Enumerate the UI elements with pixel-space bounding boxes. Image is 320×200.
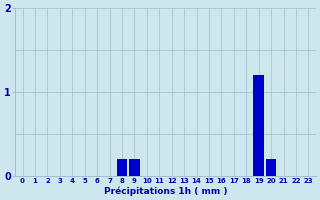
- Bar: [266, 159, 276, 176]
- Bar: [129, 159, 140, 176]
- Bar: [253, 75, 264, 176]
- Bar: [117, 159, 127, 176]
- X-axis label: Précipitations 1h ( mm ): Précipitations 1h ( mm ): [104, 186, 227, 196]
